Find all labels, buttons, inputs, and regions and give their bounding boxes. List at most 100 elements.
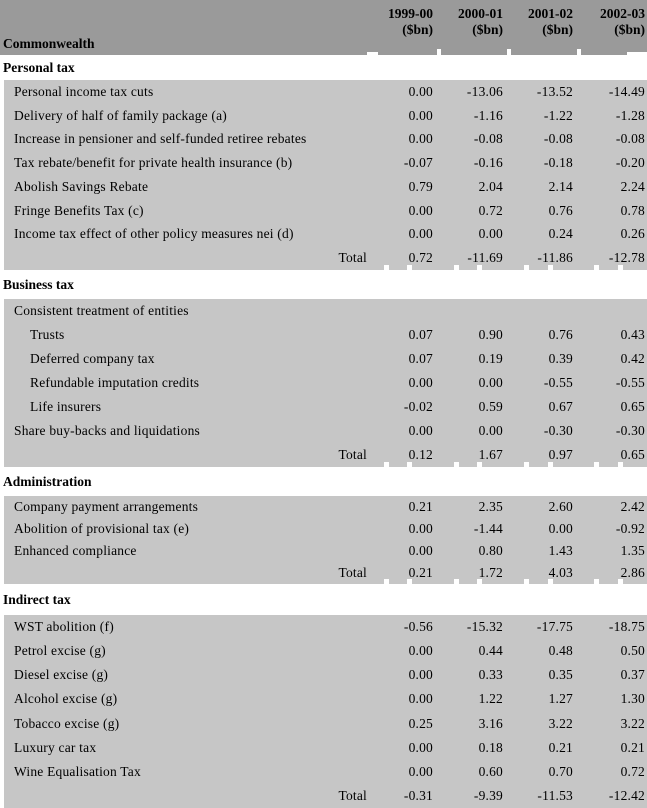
value-cell: 0.00 [478, 423, 503, 438]
row-label: Abolition of provisional tax (e) [14, 521, 190, 536]
table-row: Alcohol excise (g) 0.00 1.22 1.27 1.30 [4, 687, 647, 711]
value-cell: -14.49 [608, 83, 645, 99]
unit-label: ($bn) [472, 22, 503, 37]
value-cell: -0.30 [543, 423, 573, 438]
table-row: Share buy-backs and liquidations 0.00 0.00… [4, 419, 647, 443]
cell-border-artifact [594, 462, 599, 467]
unit-label: ($bn) [542, 22, 573, 37]
section-title: Personal tax [0, 55, 647, 80]
value-cell: -0.20 [615, 155, 645, 171]
cell-border-artifact [524, 462, 529, 467]
total-label: Total [338, 250, 367, 266]
value-cell: 0.60 [478, 763, 503, 779]
table-header: 1999-00 ($bn) 2000-01 ($bn) 2001-02 ($bn) 2… [0, 0, 647, 55]
value-cell: 0.00 [408, 543, 433, 558]
row-label: Petrol excise (g) [14, 643, 106, 659]
table-row: Abolition of provisional tax (e) 0.00 -1.4… [4, 518, 647, 540]
value-cell: 0.72 [408, 250, 433, 266]
row-label: Tax rebate/benefit for private health in… [14, 155, 293, 171]
table-row: Luxury car tax 0.00 0.18 0.21 0.21 [4, 736, 647, 760]
cell-border-artifact [437, 49, 441, 55]
table-row: WST abolition (f) -0.56 -15.32 -17.75 -18.75 [4, 615, 647, 639]
value-cell: -0.30 [615, 423, 645, 438]
value-cell: 0.97 [548, 447, 573, 462]
value-cell: -0.02 [403, 399, 433, 414]
value-cell: -12.42 [608, 787, 645, 803]
value-cell: 0.24 [548, 226, 573, 242]
cell-border-artifact [407, 265, 412, 270]
value-cell: 0.00 [408, 763, 433, 779]
value-cell: 0.80 [478, 543, 503, 558]
value-cell: -1.16 [473, 107, 503, 123]
value-cell: 0.00 [408, 667, 433, 683]
value-cell: 0.18 [478, 739, 503, 755]
cell-border-artifact [384, 265, 389, 270]
cell-border-artifact [477, 579, 482, 584]
cell-border-artifact [548, 579, 553, 584]
cell-border-artifact [577, 49, 581, 55]
value-cell: 0.78 [620, 202, 645, 218]
value-cell: -0.56 [403, 619, 433, 635]
value-cell: 1.30 [620, 691, 645, 707]
table-row: Refundable imputation credits 0.00 0.00 -0.… [4, 371, 647, 395]
table-body: Personal tax Personal income tax cuts 0.00… [0, 55, 647, 808]
value-cell: 0.33 [478, 667, 503, 683]
column-header-2002-03: 2002-03 ($bn) [577, 0, 647, 55]
row-label: Abolish Savings Rebate [14, 178, 149, 194]
cell-border-artifact [507, 49, 511, 55]
value-cell: 0.59 [478, 399, 503, 414]
value-cell: 0.19 [478, 351, 503, 366]
row-label: Income tax effect of other policy measur… [14, 226, 294, 242]
cell-border-artifact [454, 462, 459, 467]
value-cell: 3.22 [620, 715, 645, 731]
value-cell: 0.00 [478, 226, 503, 242]
value-cell: 0.67 [548, 399, 573, 414]
value-cell: -0.18 [543, 155, 573, 171]
row-label: Alcohol excise (g) [14, 691, 118, 707]
year-label: 1999-00 [388, 6, 433, 21]
value-cell: 0.50 [620, 643, 645, 659]
value-cell: -1.22 [543, 107, 573, 123]
row-label: Enhanced compliance [14, 543, 137, 558]
commonwealth-row-label: Commonwealth [3, 36, 95, 51]
value-cell: -0.31 [403, 787, 433, 803]
value-cell: -12.78 [608, 250, 645, 266]
cell-border-artifact [618, 579, 623, 584]
value-cell: -1.28 [615, 107, 645, 123]
cell-border-artifact [367, 52, 378, 55]
table-row: Abolish Savings Rebate 0.79 2.04 2.14 2.24 [4, 175, 647, 199]
year-label: 2002-03 [600, 6, 645, 21]
cell-border-artifact [384, 579, 389, 584]
value-cell: 2.04 [478, 178, 503, 194]
table-row: Trusts 0.07 0.90 0.76 0.43 [4, 323, 647, 347]
value-cell: -0.55 [615, 375, 645, 390]
value-cell: 2.14 [548, 178, 573, 194]
value-cell: 1.43 [548, 543, 573, 558]
table-row: Fringe Benefits Tax (c) 0.00 0.72 0.76 0.78 [4, 199, 647, 223]
cell-border-artifact [548, 462, 553, 467]
total-row: Total 0.12 1.67 0.97 0.65 [4, 443, 647, 467]
value-cell: 0.21 [408, 565, 433, 580]
row-label: Wine Equalisation Tax [14, 763, 141, 779]
table-row: Income tax effect of other policy measur… [4, 223, 647, 247]
value-cell: 1.27 [548, 691, 573, 707]
table-row: Life insurers -0.02 0.59 0.67 0.65 [4, 395, 647, 419]
value-cell: -0.92 [615, 521, 645, 536]
value-cell: 0.76 [548, 202, 573, 218]
value-cell: 0.26 [620, 226, 645, 242]
year-label: 2001-02 [528, 6, 573, 21]
cell-border-artifact [618, 265, 623, 270]
cell-border-artifact [594, 265, 599, 270]
cell-border-artifact [384, 462, 389, 467]
value-cell: -9.39 [473, 787, 503, 803]
row-label: Consistent treatment of entities [14, 303, 189, 318]
row-label: Personal income tax cuts [14, 83, 154, 99]
value-cell: 0.21 [548, 739, 573, 755]
table-row: Personal income tax cuts 0.00 -13.06 -13.52… [4, 80, 647, 104]
cell-border-artifact [477, 462, 482, 467]
value-cell: 0.00 [408, 83, 433, 99]
value-cell: 0.65 [620, 447, 645, 462]
value-cell: -11.86 [537, 250, 573, 266]
section-title: Administration [0, 467, 647, 496]
value-cell: -0.07 [403, 155, 433, 171]
